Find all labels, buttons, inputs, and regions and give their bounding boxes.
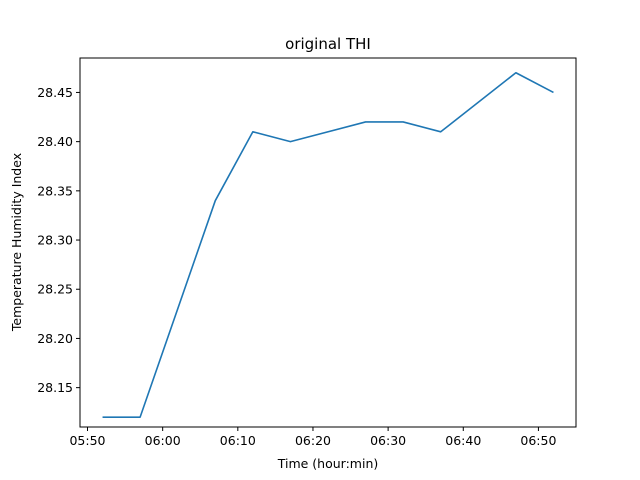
y-tick-label: 28.25 <box>37 282 73 297</box>
y-tick-label: 28.15 <box>37 380 73 395</box>
y-axis-label: Temperature Humidity Index <box>9 153 24 332</box>
y-tick-label: 28.45 <box>37 85 73 100</box>
x-tick-label: 06:20 <box>295 433 331 448</box>
x-tick-label: 05:50 <box>69 433 105 448</box>
x-axis-label: Time (hour:min) <box>277 456 379 471</box>
plot-frame <box>79 57 577 428</box>
x-tick-label: 06:30 <box>370 433 406 448</box>
y-tick-label: 28.20 <box>37 331 73 346</box>
chart-title: original THI <box>285 35 371 53</box>
x-tick-label: 06:10 <box>220 433 256 448</box>
x-tick-label: 06:00 <box>145 433 181 448</box>
y-tick-label: 28.40 <box>37 134 73 149</box>
x-tick-label: 06:50 <box>520 433 556 448</box>
y-tick-label: 28.30 <box>37 233 73 248</box>
y-tick-label: 28.35 <box>37 183 73 198</box>
x-tick-label: 06:40 <box>445 433 481 448</box>
series-line <box>102 71 554 418</box>
